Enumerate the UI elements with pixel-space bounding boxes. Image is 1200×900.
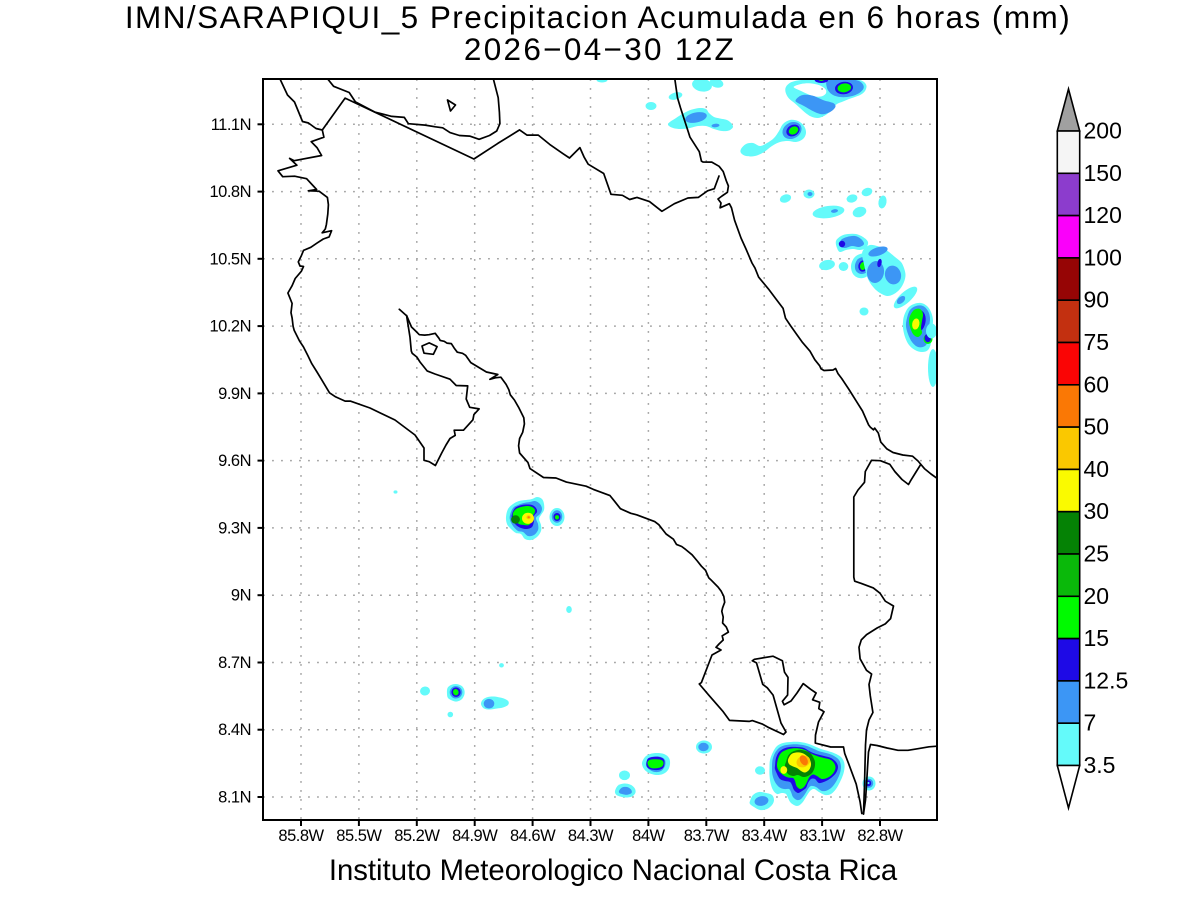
svg-text:200: 200 bbox=[1084, 118, 1122, 144]
svg-text:150: 150 bbox=[1084, 160, 1122, 186]
svg-text:25: 25 bbox=[1084, 541, 1110, 567]
svg-text:85.5W: 85.5W bbox=[336, 827, 382, 845]
svg-text:85.2W: 85.2W bbox=[394, 827, 440, 845]
svg-text:9.9N: 9.9N bbox=[218, 385, 251, 403]
svg-text:84W: 84W bbox=[632, 827, 665, 845]
svg-text:11.1N: 11.1N bbox=[211, 116, 251, 134]
svg-text:10.5N: 10.5N bbox=[209, 250, 251, 268]
svg-text:84.9W: 84.9W bbox=[452, 827, 498, 845]
svg-text:84.3W: 84.3W bbox=[568, 827, 614, 845]
svg-text:10.2N: 10.2N bbox=[209, 318, 251, 336]
svg-text:50: 50 bbox=[1084, 414, 1110, 440]
svg-text:75: 75 bbox=[1084, 329, 1110, 355]
svg-text:82.8W: 82.8W bbox=[857, 827, 903, 845]
svg-text:40: 40 bbox=[1084, 456, 1110, 482]
svg-text:8.1N: 8.1N bbox=[218, 789, 251, 807]
svg-text:15: 15 bbox=[1084, 625, 1110, 651]
svg-text:85.8W: 85.8W bbox=[278, 827, 324, 845]
svg-text:9.6N: 9.6N bbox=[218, 452, 251, 470]
svg-text:12.5: 12.5 bbox=[1084, 667, 1129, 693]
svg-text:7: 7 bbox=[1084, 710, 1097, 736]
svg-text:8.4N: 8.4N bbox=[218, 721, 251, 739]
svg-text:83.1W: 83.1W bbox=[800, 827, 846, 845]
svg-text:90: 90 bbox=[1084, 287, 1110, 313]
svg-text:84.6W: 84.6W bbox=[510, 827, 556, 845]
svg-text:60: 60 bbox=[1084, 371, 1110, 397]
svg-text:2026−04−30 12Z: 2026−04−30 12Z bbox=[464, 31, 736, 67]
svg-text:9.3N: 9.3N bbox=[218, 519, 251, 537]
svg-text:10.8N: 10.8N bbox=[209, 183, 251, 201]
svg-text:IMN/SARAPIQUI_5 Precipitacion: IMN/SARAPIQUI_5 Precipitacion Acumulada … bbox=[125, 0, 1071, 35]
svg-text:Instituto Meteorologico Nacion: Instituto Meteorologico Nacional Costa R… bbox=[329, 854, 898, 887]
svg-text:30: 30 bbox=[1084, 498, 1110, 524]
svg-text:20: 20 bbox=[1084, 583, 1110, 609]
svg-text:83.7W: 83.7W bbox=[684, 827, 730, 845]
svg-text:9N: 9N bbox=[231, 587, 251, 605]
svg-text:100: 100 bbox=[1084, 244, 1122, 270]
svg-text:8.7N: 8.7N bbox=[218, 654, 251, 672]
svg-text:120: 120 bbox=[1084, 202, 1122, 228]
svg-text:3.5: 3.5 bbox=[1084, 752, 1116, 778]
svg-text:83.4W: 83.4W bbox=[742, 827, 788, 845]
